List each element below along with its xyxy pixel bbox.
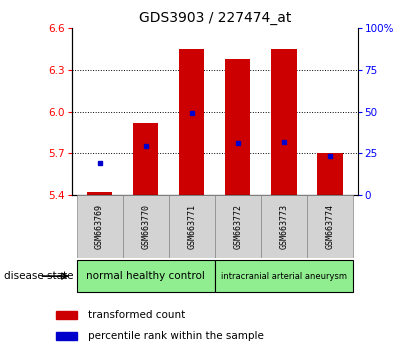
Text: normal healthy control: normal healthy control [86, 271, 205, 281]
Text: GSM663772: GSM663772 [233, 204, 242, 249]
FancyBboxPatch shape [215, 195, 261, 258]
Text: GSM663773: GSM663773 [279, 204, 289, 249]
FancyBboxPatch shape [122, 195, 169, 258]
Bar [271, 49, 296, 195]
Bar [87, 192, 112, 195]
Bar [225, 59, 250, 195]
Title: GDS3903 / 227474_at: GDS3903 / 227474_at [139, 11, 291, 24]
Text: GSM663769: GSM663769 [95, 204, 104, 249]
Text: GSM663774: GSM663774 [326, 204, 335, 249]
Bar [55, 311, 77, 319]
Text: GSM663770: GSM663770 [141, 204, 150, 249]
Text: percentile rank within the sample: percentile rank within the sample [88, 331, 264, 341]
Bar [317, 153, 343, 195]
Bar [179, 49, 204, 195]
FancyBboxPatch shape [215, 260, 353, 292]
Text: disease state: disease state [4, 271, 74, 281]
FancyBboxPatch shape [261, 195, 307, 258]
Bar [55, 332, 77, 340]
Text: GSM663771: GSM663771 [187, 204, 196, 249]
FancyBboxPatch shape [76, 195, 122, 258]
FancyBboxPatch shape [307, 195, 353, 258]
Text: intracranial arterial aneurysm: intracranial arterial aneurysm [221, 272, 347, 281]
Text: transformed count: transformed count [88, 310, 185, 320]
Bar [133, 122, 158, 195]
FancyBboxPatch shape [169, 195, 215, 258]
FancyBboxPatch shape [76, 260, 215, 292]
